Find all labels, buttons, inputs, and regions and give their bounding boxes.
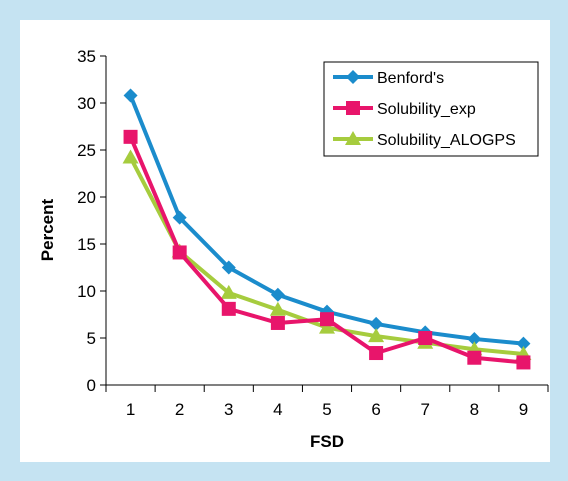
legend-marker xyxy=(345,131,361,145)
data-point xyxy=(270,287,285,302)
x-tick-label: 2 xyxy=(175,400,184,419)
data-point xyxy=(319,319,335,334)
legend: Benford's Solubility_exp Solubility_ALOGPS xyxy=(323,61,539,157)
data-point xyxy=(269,301,286,316)
legend-marker xyxy=(346,101,360,115)
legend-label: Solubility_ALOGPS xyxy=(377,132,516,149)
x-tick-label: 8 xyxy=(470,400,479,419)
legend-marker xyxy=(346,70,360,84)
data-point xyxy=(221,301,236,316)
axes: 0 5 10 15 20 25 30 35 1 2 3 4 5 6 7 8 9 xyxy=(77,47,549,419)
y-tick-label: 5 xyxy=(87,329,96,348)
data-point xyxy=(467,350,482,365)
series-0 xyxy=(123,88,531,351)
y-tick-label: 15 xyxy=(77,235,96,254)
data-point xyxy=(122,149,139,164)
data-point xyxy=(467,331,482,346)
y-tick-label: 20 xyxy=(77,188,96,207)
series-layer xyxy=(122,88,532,370)
y-tick-label: 0 xyxy=(87,376,96,395)
series-1 xyxy=(123,129,531,370)
data-point xyxy=(516,355,531,370)
x-tick-label: 4 xyxy=(273,400,282,419)
x-axis-title: FSD xyxy=(310,432,344,451)
data-point xyxy=(320,312,334,327)
data-point xyxy=(369,346,384,361)
legend-label: Benford's xyxy=(377,70,444,87)
data-point xyxy=(368,328,385,343)
data-point xyxy=(220,284,237,299)
y-tick-label: 30 xyxy=(77,94,96,113)
data-point xyxy=(123,129,138,144)
y-tick-label: 25 xyxy=(77,141,96,160)
y-tick-label: 10 xyxy=(77,282,96,301)
x-tick-label: 9 xyxy=(519,400,528,419)
data-point xyxy=(221,260,236,275)
x-tick-label: 5 xyxy=(322,400,331,419)
y-axis-title: Percent xyxy=(38,198,57,261)
data-point xyxy=(270,315,285,330)
data-point xyxy=(172,210,187,225)
y-tick-label: 35 xyxy=(77,47,96,66)
x-tick-label: 1 xyxy=(126,400,135,419)
data-point xyxy=(123,88,138,103)
x-tick-label: 6 xyxy=(371,400,380,419)
legend-label: Solubility_exp xyxy=(377,101,476,118)
x-tick-label: 3 xyxy=(224,400,233,419)
data-point xyxy=(369,316,384,331)
x-tick-label: 7 xyxy=(420,400,429,419)
data-point xyxy=(172,245,187,260)
data-point xyxy=(418,331,433,345)
data-point xyxy=(516,336,531,351)
